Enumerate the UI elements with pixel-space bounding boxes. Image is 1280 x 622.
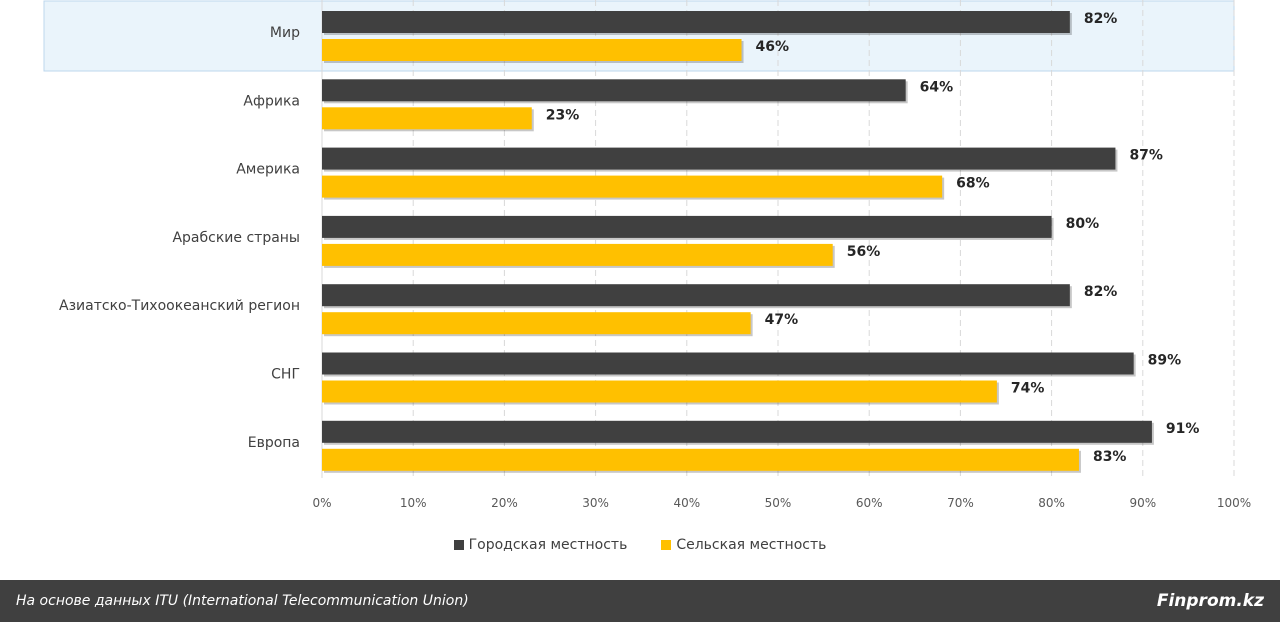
- category-label: Африка: [243, 93, 300, 109]
- bar-urban: [322, 420, 1152, 443]
- category-label: Европа: [248, 435, 300, 451]
- category-label: Арабские страны: [172, 230, 300, 246]
- bar-rural: [322, 448, 1079, 471]
- bar-rural: [322, 107, 532, 130]
- data-label: 87%: [1129, 148, 1163, 164]
- data-label: 82%: [1084, 284, 1118, 300]
- data-label: 47%: [765, 312, 799, 328]
- bar-urban: [322, 352, 1134, 375]
- x-tick-label: 50%: [765, 496, 792, 510]
- data-label: 82%: [1084, 11, 1118, 27]
- data-label: 68%: [956, 176, 990, 192]
- x-tick-label: 40%: [673, 496, 700, 510]
- brand-logo: Finprom.kz: [1156, 591, 1264, 611]
- bar-urban: [322, 284, 1070, 307]
- category-label: СНГ: [271, 367, 300, 383]
- x-tick-label: 20%: [491, 496, 518, 510]
- x-tick-label: 90%: [1129, 496, 1156, 510]
- legend-swatch-urban: [453, 540, 464, 550]
- category-label: Азиатско-Тихоокеанский регион: [59, 298, 300, 314]
- x-tick-label: 100%: [1217, 496, 1251, 510]
- data-label: 56%: [847, 244, 881, 260]
- data-label: 80%: [1066, 216, 1100, 232]
- legend-label-rural: Сельская местность: [676, 537, 827, 553]
- category-label: Америка: [236, 162, 300, 178]
- bar-urban: [322, 11, 1070, 33]
- bar-rural: [322, 380, 997, 403]
- category-label: Мир: [270, 25, 300, 41]
- x-tick-label: 60%: [856, 496, 883, 510]
- legend-item-rural: Сельская местность: [661, 537, 826, 553]
- bar-urban: [322, 79, 906, 102]
- data-label: 89%: [1148, 353, 1182, 369]
- bar-rural: [322, 243, 833, 266]
- x-tick-label: 70%: [947, 496, 974, 510]
- data-label: 46%: [756, 39, 790, 55]
- bar-chart: 0% 10% 20% 30% 40% 50% 60% 70% 80% 90% 100% Мир 82% 4…: [43, 0, 1251, 510]
- x-tick-label: 10%: [400, 496, 427, 510]
- data-label: 23%: [546, 107, 580, 123]
- data-label: 64%: [920, 79, 954, 95]
- footer-bar: На основе данных ITU (International Tele…: [0, 580, 1280, 622]
- x-tick-label: 0%: [312, 496, 331, 510]
- bar-urban: [322, 147, 1116, 170]
- chart-area: 0% 10% 20% 30% 40% 50% 60% 70% 80% 90% 100% Мир 82% 4…: [0, 0, 1280, 553]
- legend-item-urban: Городская местность: [453, 537, 628, 553]
- source-note: На основе данных ITU (International Tele…: [16, 593, 469, 609]
- legend-swatch-rural: [661, 540, 672, 550]
- bar-rural: [322, 312, 751, 335]
- x-tick-label: 30%: [582, 496, 609, 510]
- data-label: 91%: [1166, 421, 1200, 437]
- data-label: 83%: [1093, 449, 1127, 465]
- x-tick-label: 80%: [1038, 496, 1065, 510]
- bar-rural: [322, 175, 943, 198]
- bar-urban: [322, 215, 1052, 238]
- data-label: 74%: [1011, 381, 1045, 397]
- legend-label-urban: Городская местность: [468, 537, 628, 553]
- bar-rural: [322, 39, 742, 61]
- legend: Городская местность Сельская местность: [0, 537, 1280, 553]
